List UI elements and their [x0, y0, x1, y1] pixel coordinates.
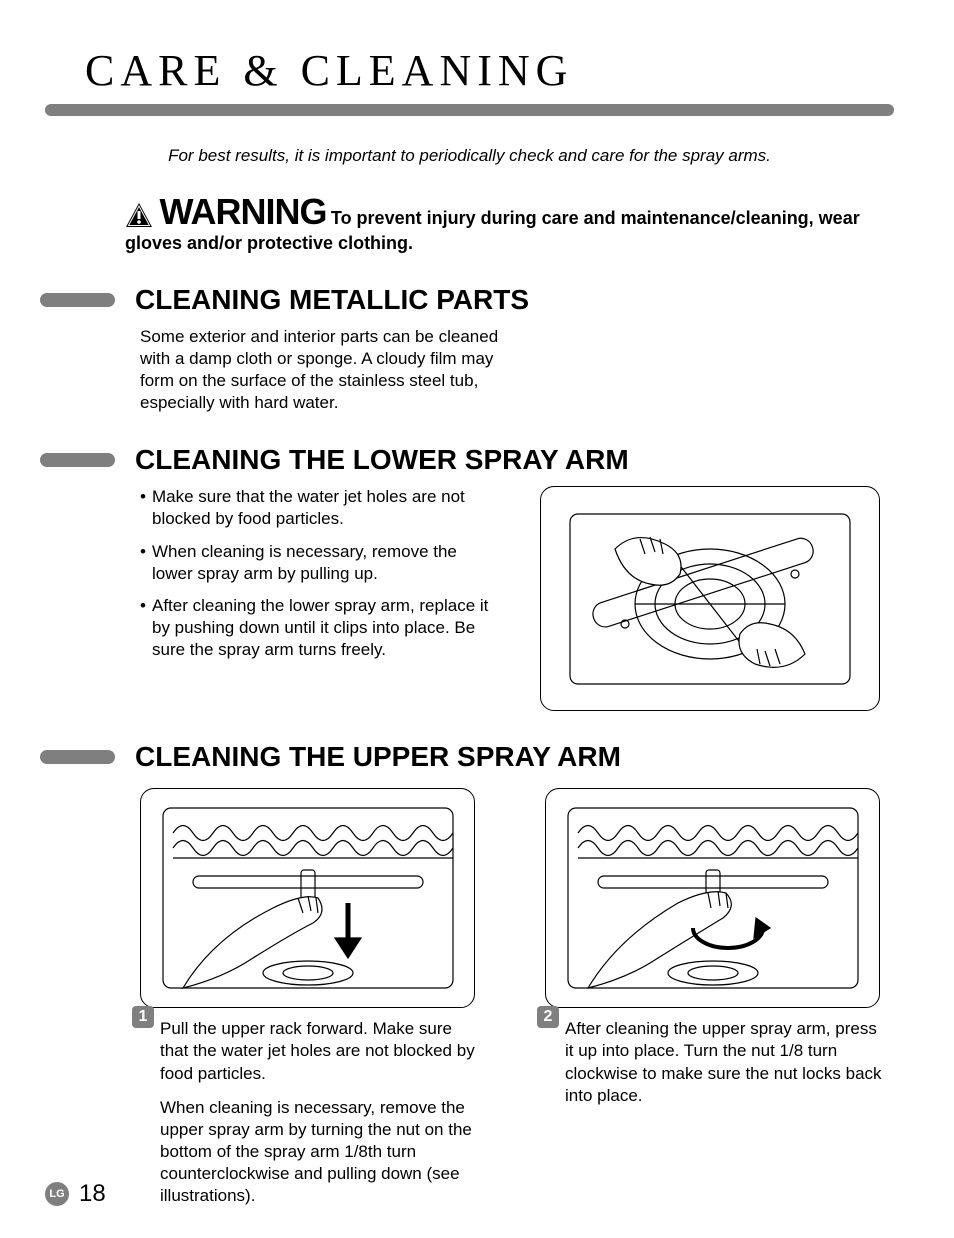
section-upper: CLEANING THE UPPER SPRAY ARM	[45, 741, 894, 1219]
illustration-upper-step1	[140, 788, 475, 1008]
section-bullet-icon	[40, 453, 115, 467]
list-item: After cleaning the lower spray arm, repl…	[140, 595, 495, 661]
step-1: 1 Pull the upper rack forward. Make sure…	[140, 788, 485, 1219]
warning-block: WARNING To prevent injury during care an…	[125, 191, 874, 254]
page-title: CARE & CLEANING	[85, 45, 894, 96]
step-2: 2 After cleaning the upper spray arm, pr…	[545, 788, 890, 1219]
page-footer: LG 18	[45, 1180, 106, 1208]
step-number-badge: 1	[132, 1006, 154, 1028]
step-text: When cleaning is necessary, remove the u…	[160, 1097, 485, 1207]
illustration-lower-spray-arm	[540, 486, 880, 711]
lg-logo-icon: LG	[45, 1182, 69, 1206]
page-number: 18	[79, 1180, 106, 1208]
step-text: Pull the upper rack forward. Make sure t…	[160, 1018, 485, 1084]
step-number-badge: 2	[537, 1006, 559, 1028]
warning-icon	[125, 202, 153, 233]
section-title-lower: CLEANING THE LOWER SPRAY ARM	[135, 444, 894, 476]
step-text: After cleaning the upper spray arm, pres…	[565, 1018, 890, 1106]
lower-bullet-list: Make sure that the water jet holes are n…	[140, 486, 495, 661]
section-title-upper: CLEANING THE UPPER SPRAY ARM	[135, 741, 894, 773]
list-item: When cleaning is necessary, remove the l…	[140, 541, 495, 585]
section-title-metallic: CLEANING METALLIC PARTS	[135, 284, 894, 316]
section-bullet-icon	[40, 293, 115, 307]
section-bullet-icon	[40, 750, 115, 764]
section-metallic: CLEANING METALLIC PARTS Some exterior an…	[45, 284, 894, 414]
intro-text: For best results, it is important to per…	[109, 146, 831, 166]
section-body-metallic: Some exterior and interior parts can be …	[140, 326, 520, 414]
list-item: Make sure that the water jet holes are n…	[140, 486, 495, 530]
warning-label: WARNING	[159, 191, 326, 232]
title-rule	[45, 104, 894, 116]
section-lower: CLEANING THE LOWER SPRAY ARM Make sure t…	[45, 444, 894, 711]
illustration-upper-step2	[545, 788, 880, 1008]
